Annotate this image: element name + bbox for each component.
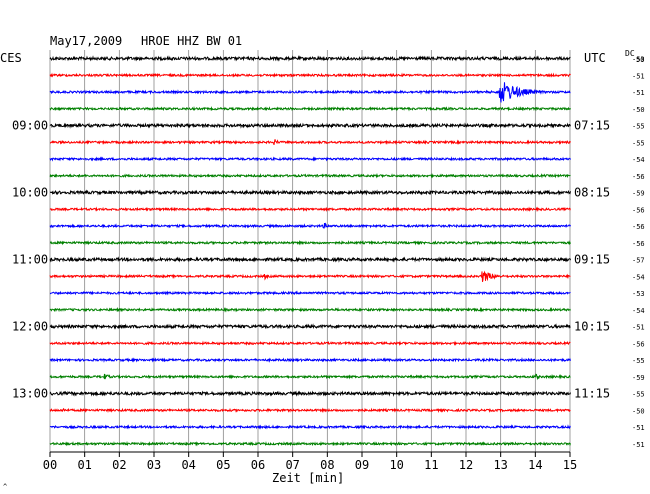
dc-offset-value: -50 xyxy=(632,106,645,114)
dc-label: DC xyxy=(625,49,635,58)
dc-offset-value: -56 xyxy=(632,223,645,231)
x-axis: 00 01 02 03 04 05 06 07 08 09 10 11 12 13 14 15 xyxy=(43,452,577,472)
dc-offset-value: -51 xyxy=(632,441,645,449)
trace-12 xyxy=(49,256,571,263)
right-time-label: 08:15 xyxy=(574,186,610,200)
date-label: May17,2009 xyxy=(50,34,122,48)
x-tick-label: 01 xyxy=(77,458,91,472)
trace-23 xyxy=(49,440,571,447)
trace-1 xyxy=(49,72,571,78)
x-tick-label: 11 xyxy=(424,458,438,472)
dc-offset-value: -54 xyxy=(632,307,645,315)
dc-offset-value: -51 xyxy=(632,424,645,432)
x-tick-label: 10 xyxy=(389,458,403,472)
trace-4 xyxy=(49,122,571,129)
left-time-label: 10:00 xyxy=(12,186,48,200)
x-tick-label: 07 xyxy=(285,458,299,472)
trace-14 xyxy=(49,290,571,296)
dc-offset-value: -59 xyxy=(632,190,645,198)
trace-0 xyxy=(49,55,571,62)
dc-offset-value: -55 xyxy=(632,357,645,365)
x-tick-label: 02 xyxy=(112,458,126,472)
trace-19 xyxy=(49,373,571,381)
dc-offset-value: -50 xyxy=(632,407,645,415)
dc-offset-value: -51 xyxy=(632,72,645,80)
trace-18 xyxy=(49,357,571,363)
dc-offset-value: -55 xyxy=(632,391,645,399)
trace-10 xyxy=(49,222,571,229)
left-time-label: 13:00 xyxy=(12,387,48,401)
trace-11 xyxy=(49,239,571,246)
x-tick-label: 00 xyxy=(43,458,57,472)
x-tick-label: 14 xyxy=(528,458,542,472)
station-label: HROE HHZ BW 01 xyxy=(141,34,242,48)
corner-mark: ^ xyxy=(3,483,7,491)
x-tick-label: 15 xyxy=(563,458,577,472)
dc-offset-value: -56 xyxy=(632,206,645,214)
dc-offset-value: -55 xyxy=(632,139,645,147)
trace-22 xyxy=(49,424,571,430)
dc-offset-value: -54 xyxy=(632,273,645,281)
trace-5 xyxy=(50,139,571,146)
right-time-label: 10:15 xyxy=(574,320,610,334)
trace-21 xyxy=(49,407,571,414)
x-tick-label: 12 xyxy=(459,458,473,472)
trace-13 xyxy=(49,270,571,283)
x-tick-label: 04 xyxy=(181,458,195,472)
x-tick-label: 08 xyxy=(320,458,334,472)
trace-7 xyxy=(49,172,571,179)
x-tick-label: 13 xyxy=(493,458,507,472)
dc-offset-value: -53 xyxy=(632,290,645,298)
x-tick-label: 06 xyxy=(251,458,265,472)
dc-top-value: 50 xyxy=(636,56,644,64)
left-time-label: 11:00 xyxy=(12,253,48,267)
dc-offset-value: -59 xyxy=(632,374,645,382)
right-timezone-label: UTC xyxy=(584,51,606,65)
trace-3 xyxy=(49,106,571,112)
left-time-label: 09:00 xyxy=(12,119,48,133)
dc-offset-value: -51 xyxy=(632,89,645,97)
x-tick-label: 05 xyxy=(216,458,230,472)
trace-6 xyxy=(49,156,571,162)
trace-2 xyxy=(49,82,571,103)
x-axis-label: Zeit [min] xyxy=(272,471,344,485)
trace-15 xyxy=(49,306,571,313)
dc-offset-value: -56 xyxy=(632,173,645,181)
left-time-labels: 09:00 10:00 11:00 12:00 13:00 xyxy=(12,119,48,401)
trace-8 xyxy=(49,189,571,196)
dc-offset-value: -56 xyxy=(632,340,645,348)
dc-offset-labels: -53 -51 -51 -50 -55 -55 -54 -56 -59 -56 -56 -56 -57 -… xyxy=(632,56,645,449)
right-time-label: 09:15 xyxy=(574,253,610,267)
dc-offset-value: -53 xyxy=(632,56,645,64)
right-time-labels: 07:15 08:15 09:15 10:15 11:15 xyxy=(574,119,610,401)
dc-offset-value: -56 xyxy=(632,240,645,248)
trace-16 xyxy=(49,323,571,330)
dc-offset-value: -51 xyxy=(632,324,645,332)
dc-offset-value: -54 xyxy=(632,156,645,164)
right-time-label: 11:15 xyxy=(574,387,610,401)
dc-offset-value: -55 xyxy=(632,123,645,131)
trace-17 xyxy=(49,340,571,347)
trace-20 xyxy=(49,390,571,397)
left-timezone-label: CES xyxy=(0,51,22,65)
seismogram-traces xyxy=(49,55,571,447)
x-tick-label: 09 xyxy=(355,458,369,472)
x-tick-label: 03 xyxy=(147,458,161,472)
dc-offset-value: -57 xyxy=(632,257,645,265)
right-time-label: 07:15 xyxy=(574,119,610,133)
left-time-label: 12:00 xyxy=(12,320,48,334)
trace-9 xyxy=(49,206,571,213)
minute-grid xyxy=(49,50,571,453)
